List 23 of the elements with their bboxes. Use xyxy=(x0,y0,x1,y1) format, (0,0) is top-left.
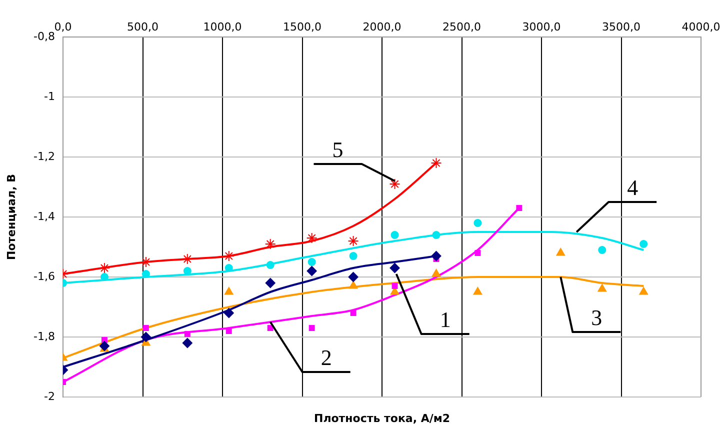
y-tick-label: -1,4 xyxy=(34,210,55,223)
annotation: 1 xyxy=(440,306,451,332)
annotation: 5 xyxy=(332,136,344,162)
annotation: 2 xyxy=(320,344,332,370)
annotation: 4 xyxy=(627,174,638,200)
x-tick-label: 1000,0 xyxy=(203,20,242,34)
annotation: 3 xyxy=(591,304,602,330)
x-tick-label: 1500,0 xyxy=(283,20,322,34)
y-tick-label: -0,8 xyxy=(34,30,55,43)
y-tick-label: -1 xyxy=(44,90,55,103)
x-axis-title: Плотность тока, А/м2 xyxy=(314,412,450,425)
y-tick-label: -1,8 xyxy=(34,330,55,343)
x-tick-label: 2500,0 xyxy=(442,20,481,34)
x-tick-label: 3500,0 xyxy=(602,20,640,34)
y-tick-label: -2 xyxy=(44,390,55,403)
x-tick-label: 500,0 xyxy=(127,20,158,34)
x-tick-label: 4000,0 xyxy=(682,20,720,34)
x-tick-label: 2000,0 xyxy=(362,20,402,34)
y-tick-label: -1,6 xyxy=(34,270,55,283)
x-tick-label: 3000,0 xyxy=(522,20,561,34)
y-tick-label: -1,2 xyxy=(34,150,55,163)
x-tick-label: 0,0 xyxy=(54,20,72,34)
y-axis-title: Потенциал, В xyxy=(4,174,18,260)
